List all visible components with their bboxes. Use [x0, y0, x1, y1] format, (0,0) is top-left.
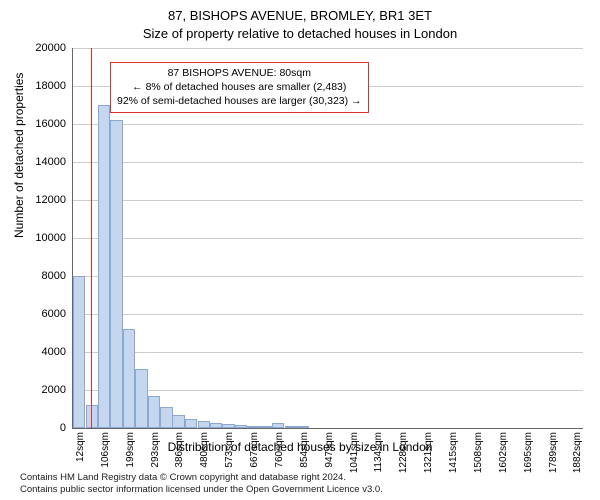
histogram-bar	[235, 425, 247, 428]
histogram-bar	[98, 105, 110, 428]
y-tick-label: 6000	[6, 308, 66, 320]
gridline	[73, 162, 583, 163]
histogram-bar	[123, 329, 135, 428]
footer-attribution: Contains HM Land Registry data © Crown c…	[20, 472, 580, 496]
annotation-line2: ← 8% of detached houses are smaller (2,4…	[117, 80, 362, 94]
annotation-box: 87 BISHOPS AVENUE: 80sqm ← 8% of detache…	[110, 62, 369, 113]
footer-line2: Contains public sector information licen…	[20, 484, 580, 496]
histogram-bar	[198, 421, 210, 428]
y-tick-label: 16000	[6, 118, 66, 130]
y-tick-label: 8000	[6, 270, 66, 282]
chart-container: 87, BISHOPS AVENUE, BROMLEY, BR1 3ET Siz…	[0, 0, 600, 500]
histogram-bar	[272, 423, 284, 428]
histogram-bar	[135, 369, 147, 428]
y-tick-label: 4000	[6, 346, 66, 358]
y-tick-label: 10000	[6, 232, 66, 244]
footer-line1: Contains HM Land Registry data © Crown c…	[20, 472, 580, 484]
gridline	[73, 314, 583, 315]
property-marker-line	[91, 48, 92, 428]
gridline	[73, 276, 583, 277]
histogram-bar	[160, 407, 172, 428]
gridline	[73, 238, 583, 239]
histogram-bar	[260, 426, 272, 428]
histogram-bar	[172, 415, 184, 428]
histogram-bar	[285, 426, 297, 428]
histogram-bar	[222, 424, 234, 428]
y-tick-label: 2000	[6, 384, 66, 396]
histogram-bar	[148, 396, 160, 428]
chart-title-line1: 87, BISHOPS AVENUE, BROMLEY, BR1 3ET	[0, 8, 600, 23]
histogram-bar	[297, 426, 309, 428]
y-tick-label: 18000	[6, 80, 66, 92]
histogram-bar	[110, 120, 122, 428]
gridline	[73, 48, 583, 49]
annotation-line1: 87 BISHOPS AVENUE: 80sqm	[117, 66, 362, 80]
x-axis-title: Distribution of detached houses by size …	[0, 440, 600, 454]
gridline	[73, 390, 583, 391]
chart-title-line2: Size of property relative to detached ho…	[0, 26, 600, 41]
y-tick-label: 14000	[6, 156, 66, 168]
histogram-bar	[73, 276, 85, 428]
y-tick-label: 0	[6, 422, 66, 434]
y-tick-label: 20000	[6, 42, 66, 54]
histogram-bar	[210, 423, 222, 428]
y-tick-label: 12000	[6, 194, 66, 206]
gridline	[73, 200, 583, 201]
gridline	[73, 352, 583, 353]
histogram-bar	[185, 419, 197, 429]
histogram-bar	[247, 426, 259, 428]
gridline	[73, 124, 583, 125]
annotation-line3: 92% of semi-detached houses are larger (…	[117, 94, 362, 108]
